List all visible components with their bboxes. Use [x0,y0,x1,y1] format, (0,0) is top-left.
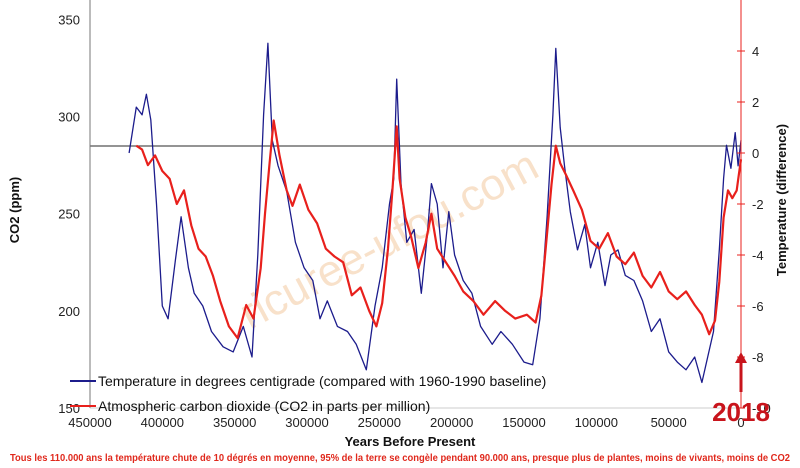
series-line-temperature [128,42,742,384]
y-right-tick-label: 2 [752,95,759,110]
footnote: Tous les 110.000 ans la température chut… [10,453,790,464]
y-right-tick-label: -10 [752,401,771,416]
plot-area [128,42,743,384]
y-left-tick-label: 250 [58,207,80,222]
y-left-axis-title: CO2 (ppm) [7,177,22,243]
x-tick-label: 300000 [285,415,328,430]
legend-label-co2: Atmospheric carbon dioxide (CO2 in parts… [98,398,430,414]
year-2018-marker: 2018 [712,352,770,427]
y-right-tick-label: 4 [752,44,759,59]
y-left-tick-label: 350 [58,12,80,27]
x-tick-label: 200000 [430,415,473,430]
y-right-tick-label: -6 [752,299,764,314]
y-right-tick-label: -8 [752,350,764,365]
x-tick-label: 50000 [651,415,687,430]
x-tick-label: 150000 [502,415,545,430]
y-right-tick-label: 0 [752,146,759,161]
y-left-tick-label: 300 [58,110,80,125]
legend-label-temperature: Temperature in degrees centigrade (compa… [98,373,546,389]
series-line-co2 [135,119,743,340]
y-right-axis-title: Temperature (difference) [774,124,789,276]
x-tick-label: 0 [737,415,744,430]
year-2018-label: 2018 [712,397,770,427]
x-tick-label: 350000 [213,415,256,430]
y-left-ticks: 150 200 250 300 350 [58,12,80,416]
y-left-tick-label: 150 [58,401,80,416]
x-axis-title: Years Before Present [345,434,476,449]
y-right-tick-label: -2 [752,197,764,212]
x-tick-label: 400000 [141,415,184,430]
x-tick-label: 100000 [575,415,618,430]
legend: Temperature in degrees centigrade (compa… [70,373,546,414]
arrow-head-icon [735,352,747,363]
y-right-tick-label: -4 [752,248,764,263]
x-tick-label: 450000 [68,415,111,430]
y-left-tick-label: 200 [58,304,80,319]
x-ticks: 450000 400000 350000 300000 250000 200000 1500… [68,415,744,430]
x-tick-label: 250000 [358,415,401,430]
